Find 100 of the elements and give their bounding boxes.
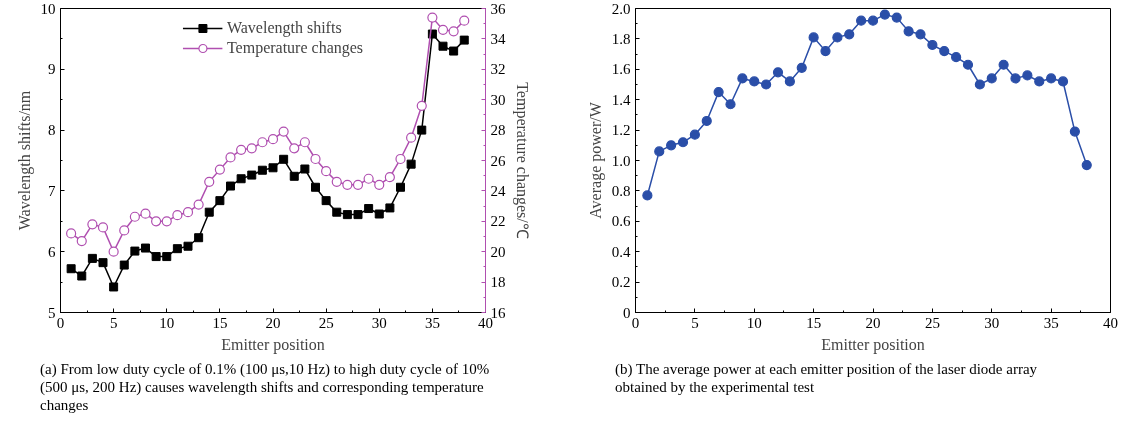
text: (b) The average power at each emitter position of the laser diode array obtained by the experimental test [615,360,1039,396]
point [183,241,193,251]
point [1069,126,1080,137]
point [951,52,962,63]
point [172,210,183,221]
point [1081,159,1092,171]
x-tick-label: 15 [806,314,822,331]
y-tick-label: 0.4 [611,243,631,260]
x-tick-label: 35 [1043,314,1059,331]
point [654,146,665,157]
point [385,203,395,213]
point [257,137,268,148]
y-tick-label: 10 [40,0,56,17]
point [438,41,448,51]
point [342,210,352,220]
point [939,45,950,57]
point [140,208,151,219]
point [236,174,246,184]
point [193,199,204,210]
point [856,15,867,26]
y-tick-label: 7 [48,182,56,199]
point [204,207,214,217]
point [808,32,819,43]
x-tick-label: 35 [424,314,440,331]
y-tick-label: 2.0 [611,0,631,17]
point [666,140,677,151]
y-tick-label: 0.2 [611,274,631,291]
point [332,207,342,217]
point [215,196,225,206]
point [87,219,98,230]
y2-tick-label: 18 [490,274,506,291]
point [331,176,342,187]
point [279,154,289,164]
point [98,258,108,268]
y-tick-label: 1.4 [611,91,631,108]
text: (a) From low duty cycle of 0.1% (100 μs,10 Hz) to high duty cycle of 10% (500 μs, 200 Hz) causes wavelength shifts and corresponding temperature changes [40,360,491,414]
point [364,204,374,214]
point [130,246,140,256]
point [737,73,748,84]
point [226,181,235,191]
y-axis-title: Average power/W [586,101,605,219]
point [437,24,449,35]
point [689,129,700,140]
point [374,179,385,190]
point [1046,73,1057,84]
y2-tick-label: 34 [490,30,506,47]
x-tick-label: 10 [746,314,762,331]
point [427,12,438,23]
point [182,207,194,218]
point [879,9,890,20]
point [257,165,267,175]
point [225,152,236,163]
point [1010,73,1021,84]
point [77,271,87,281]
point [352,179,364,190]
y-tick-label: 1.2 [611,122,631,139]
point [677,137,689,148]
point [87,253,97,263]
x-tick-label: 40 [478,314,493,331]
point [311,182,320,192]
y2-tick-label: 32 [490,61,506,78]
x-tick-label: 40 [1103,314,1118,331]
point [406,159,416,169]
point [194,233,204,243]
point [796,62,807,73]
point [267,134,279,145]
point [761,79,772,90]
x-tick-label: 5 [691,314,699,331]
y-tick-label: 9 [48,61,56,78]
point [903,26,914,37]
point [151,252,161,262]
point [246,143,257,154]
point [772,67,784,78]
y-tick-label: 0.8 [611,182,631,199]
point [204,176,215,187]
point [820,45,831,57]
y2-tick-label: 30 [490,91,506,108]
point [1022,70,1033,81]
point [268,163,278,173]
x-tick-label: 5 [109,314,118,331]
y2-tick-label: 22 [490,213,506,230]
y2-tick-label: 36 [490,0,506,17]
point [448,26,459,37]
y-tick-label: 1.8 [611,30,631,47]
point [342,179,353,190]
point [374,209,384,219]
point [66,264,76,274]
point [784,76,795,87]
point [289,171,299,181]
point [713,87,724,98]
x-tick-label: 30 [371,314,387,331]
point [417,125,427,135]
x-axis-title: Emitter position [221,335,325,354]
x-axis-title: Emitter position [821,335,925,354]
x-tick-label: 10 [159,314,175,331]
y-axis-title: Wavelength shifts/nm [15,90,34,231]
point [66,228,77,239]
point [449,46,459,56]
point [844,29,855,40]
point [247,170,257,180]
